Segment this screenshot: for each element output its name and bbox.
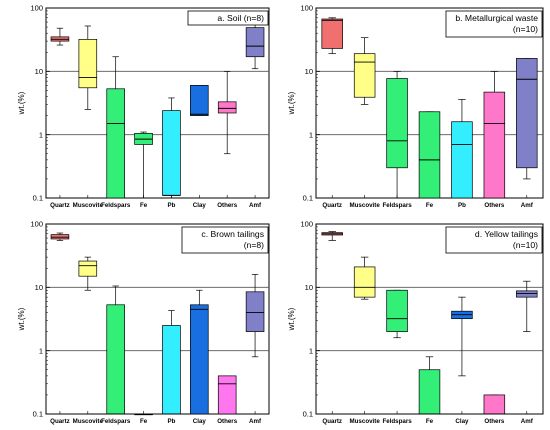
box-pb (451, 121, 473, 199)
title-line: b. Metallurgical waste (455, 13, 538, 23)
y-tick-label: 10 (305, 67, 313, 76)
y-axis-label: wt.(%) (17, 91, 26, 115)
panel-b: 0.1 1 10 100 wt.(%) Quartz Muscovite Feldspars F… (287, 4, 544, 209)
panel-title: c. Brown tailings(n=8) (181, 226, 269, 254)
category-label: Pb (458, 202, 466, 209)
y-axis-label: wt.(%) (287, 91, 296, 115)
panel-title: d. Yellow tailings(n=10) (445, 226, 543, 254)
y-axis-label: wt.(%) (287, 307, 296, 331)
plot-frame (45, 7, 270, 199)
category-label: Others (484, 418, 505, 425)
box-pb (162, 110, 181, 196)
category-label: Quartz (50, 202, 70, 209)
box-feldspars (386, 78, 408, 169)
y-tick-label: 10 (35, 283, 43, 292)
title-line: a. Soil (n=8) (217, 13, 264, 23)
y-tick-label: 0.1 (33, 194, 43, 203)
category-label: Fe (140, 418, 148, 425)
box-fe (418, 369, 441, 415)
category-label: Quartz (50, 418, 70, 425)
box-others (483, 91, 506, 199)
title-line: d. Yellow tailings (475, 229, 538, 239)
box-feldspars (386, 289, 408, 332)
box-quartz (321, 18, 343, 49)
category-label: Feldspars (382, 202, 412, 209)
title-box (445, 10, 543, 38)
category-label: Muscovite (350, 418, 381, 425)
category-label: Others (484, 202, 505, 209)
box-others (483, 394, 506, 415)
category-label: Amf (249, 418, 262, 425)
y-tick-label: 0.1 (33, 410, 43, 419)
y-tick-label: 10 (305, 283, 313, 292)
category-label: Pb (167, 418, 175, 425)
category-label: Fe (140, 202, 148, 209)
category-label: Amf (521, 418, 534, 425)
panel-title: a. Soil (n=8) (187, 10, 269, 26)
y-tick-label: 1 (309, 130, 313, 139)
category-label: Others (217, 202, 238, 209)
category-label: Muscovite (350, 202, 381, 209)
category-label: Quartz (322, 202, 342, 209)
category-label: Muscovite (73, 418, 104, 425)
title-line: (n=10) (513, 24, 538, 34)
category-label: Clay (193, 418, 207, 425)
y-tick-label: 0.1 (303, 194, 313, 203)
y-tick-label: 100 (30, 4, 43, 13)
plot-frame (45, 223, 270, 415)
box-amf (516, 290, 538, 298)
category-label: Muscovite (73, 202, 104, 209)
box-muscovite (78, 260, 98, 277)
box-feldspars (106, 88, 125, 199)
y-tick-label: 1 (309, 346, 313, 355)
y-tick-label: 100 (300, 220, 313, 229)
y-tick-label: 10 (35, 67, 43, 76)
box-amf (516, 58, 538, 169)
category-label: Clay (455, 418, 469, 425)
y-tick-label: 100 (300, 4, 313, 13)
title-line: (n=10) (513, 240, 538, 250)
box-feldspars (106, 304, 125, 415)
box-clay (190, 304, 209, 415)
category-label: Amf (521, 202, 534, 209)
title-line: c. Brown tailings (201, 229, 264, 239)
category-label: Amf (249, 202, 262, 209)
category-label: Feldspars (382, 418, 412, 425)
category-label: Fe (426, 418, 434, 425)
y-tick-label: 1 (39, 130, 43, 139)
box-muscovite (353, 266, 376, 298)
category-label: Clay (193, 202, 207, 209)
y-axis-label: wt.(%) (17, 307, 26, 331)
box-fe (418, 111, 441, 199)
box-amf (245, 291, 265, 332)
category-label: Feldspars (101, 202, 131, 209)
panel-title: b. Metallurgical waste(n=10) (445, 10, 543, 38)
panel-d: 0.1 1 10 100 wt.(%) Quartz Muscovite Feldspars F… (287, 220, 544, 425)
box-muscovite (78, 38, 98, 89)
box-amf (245, 27, 265, 58)
category-label: Others (217, 418, 238, 425)
box-clay (190, 85, 209, 116)
category-label: Quartz (322, 418, 342, 425)
box-muscovite (353, 53, 376, 98)
title-box (187, 10, 269, 26)
y-tick-label: 0.1 (303, 410, 313, 419)
category-label: Pb (167, 202, 175, 209)
box-others (217, 375, 237, 415)
y-tick-label: 1 (39, 346, 43, 355)
category-label: Fe (426, 202, 434, 209)
box-pb (162, 325, 181, 415)
y-tick-label: 100 (30, 220, 43, 229)
box-others (217, 101, 237, 114)
title-box (445, 226, 543, 254)
title-line: (n=8) (244, 240, 264, 250)
title-box (181, 226, 269, 254)
category-label: Feldspars (101, 418, 131, 425)
